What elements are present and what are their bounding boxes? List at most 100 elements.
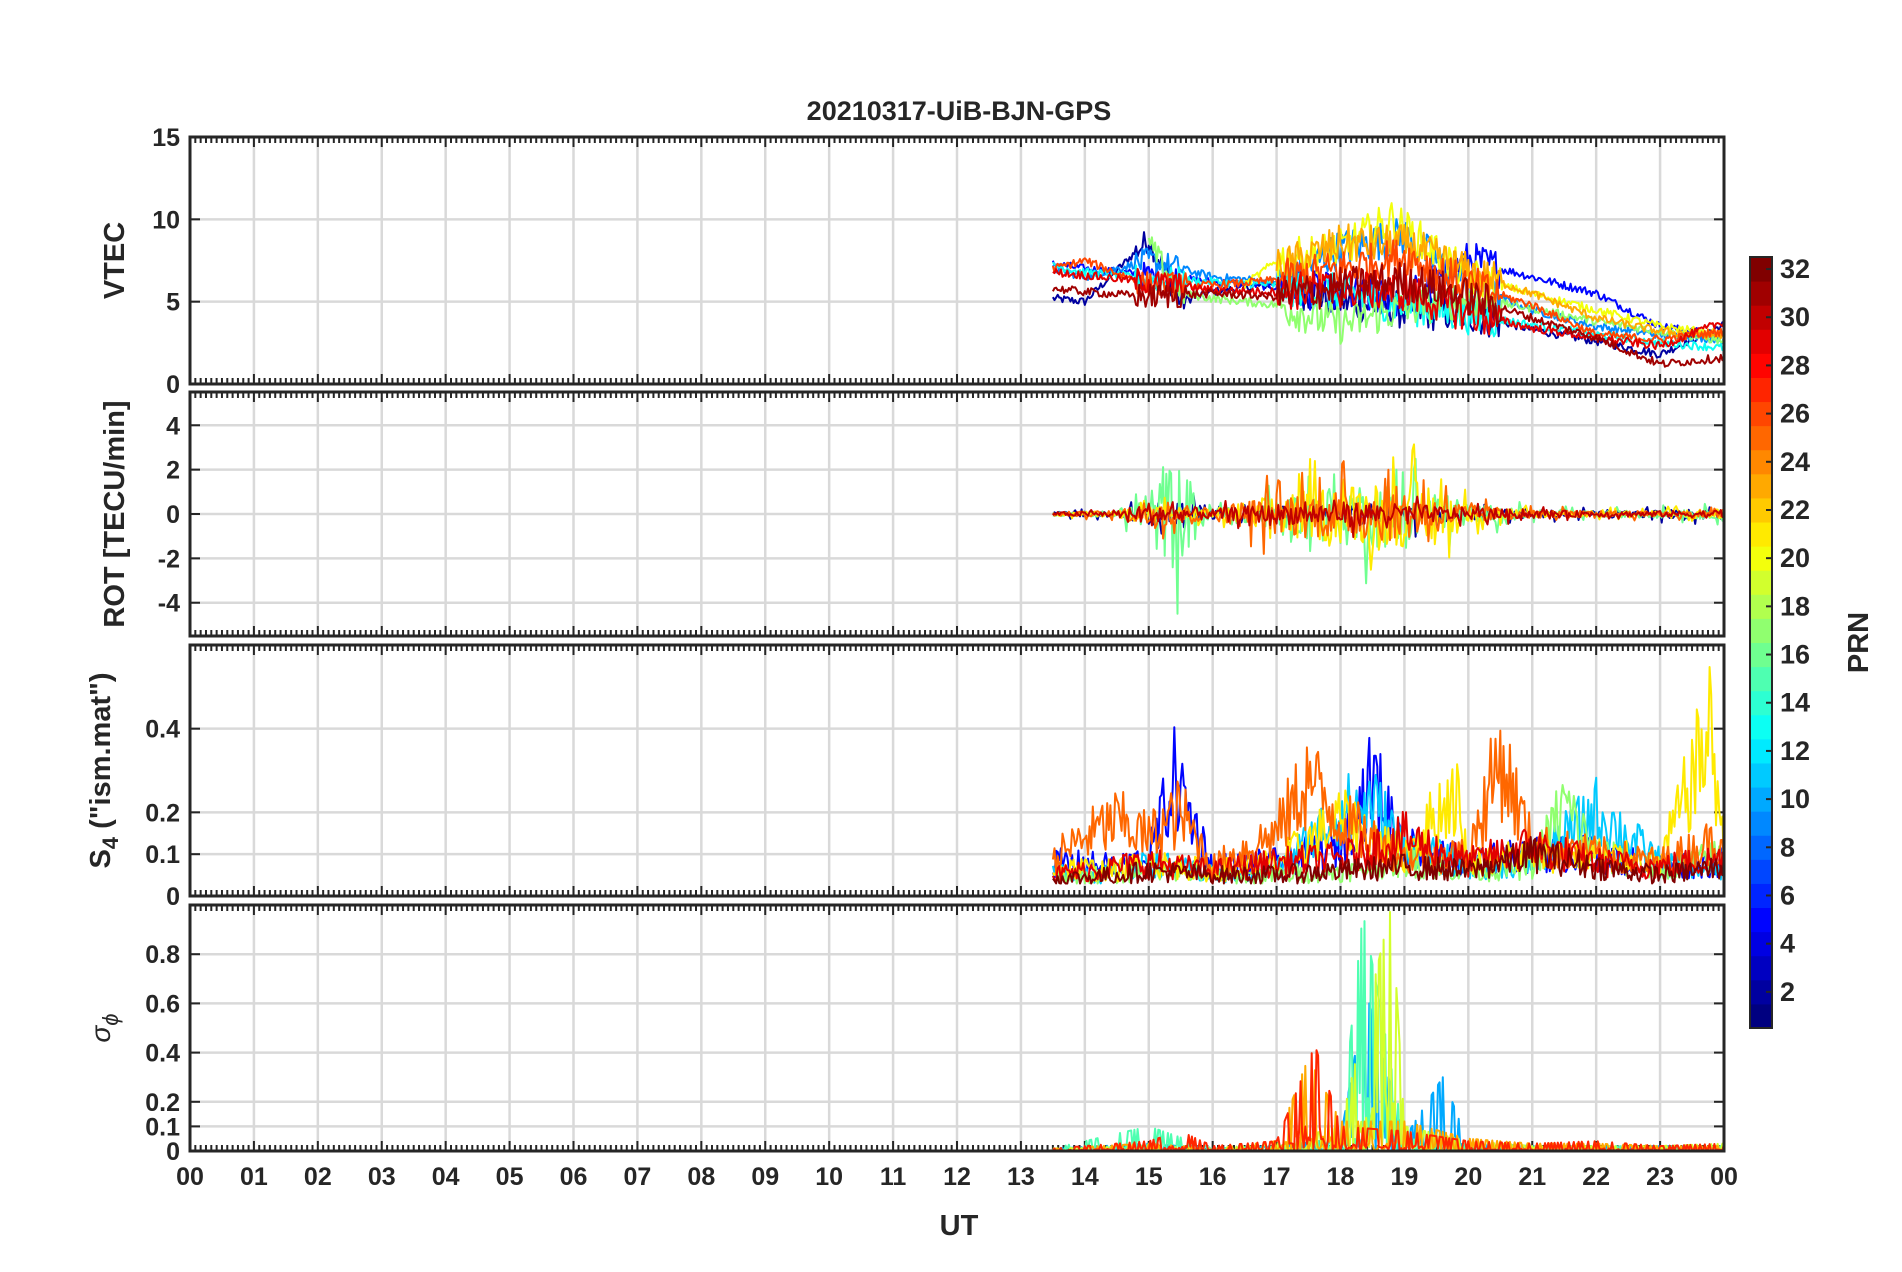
x-tick-label: 20 bbox=[1454, 1163, 1482, 1191]
colorbar-segment bbox=[1750, 449, 1772, 475]
series-line-prn-32 bbox=[1052, 836, 1724, 885]
colorbar-segment bbox=[1750, 570, 1772, 595]
colorbar-segment bbox=[1750, 1003, 1772, 1029]
colorbar-tick-label: 32 bbox=[1780, 254, 1810, 284]
x-tick-label: 13 bbox=[1007, 1163, 1035, 1191]
colorbar-segment bbox=[1750, 642, 1772, 668]
panel-rot: -4 -2 0 2 4 ROT [TECU/min] bbox=[99, 390, 1726, 638]
x-tick-label: 08 bbox=[687, 1163, 715, 1191]
series-line-prn-23 bbox=[1275, 223, 1724, 340]
colorbar-tick-label: 22 bbox=[1780, 495, 1810, 525]
x-tick-label: 12 bbox=[943, 1163, 971, 1191]
figure-title: 20210317-UiB-BJN-GPS bbox=[807, 96, 1112, 126]
colorbar-segment bbox=[1750, 811, 1772, 836]
axes-frame bbox=[188, 135, 1726, 386]
y-tick-label: 0 bbox=[166, 1138, 180, 1166]
panel-vtec: 0 5 10 15 VTEC bbox=[99, 124, 1726, 399]
colorbar-segment bbox=[1750, 425, 1772, 451]
y-tick-label: 0.8 bbox=[145, 941, 180, 969]
y-axis-label-vtec: VTEC bbox=[99, 222, 131, 299]
y-tick-label: 0 bbox=[166, 501, 180, 529]
colorbar-segment bbox=[1750, 281, 1772, 306]
x-tick-label: 17 bbox=[1263, 1163, 1291, 1191]
colorbar-segment bbox=[1750, 738, 1772, 764]
colorbar-segment bbox=[1750, 690, 1772, 716]
y-tick-label: 0.4 bbox=[145, 716, 180, 744]
colorbar-segment bbox=[1750, 305, 1772, 330]
series-line-prn-29 bbox=[1052, 267, 1724, 351]
x-tick-label: 00 bbox=[1710, 1163, 1738, 1191]
colorbar-segment bbox=[1750, 594, 1772, 619]
colorbar-tick-label: 12 bbox=[1780, 736, 1810, 766]
colorbar-tick-label: 28 bbox=[1780, 350, 1810, 380]
colorbar-segment bbox=[1750, 714, 1772, 740]
colorbar-segment bbox=[1750, 979, 1772, 1005]
colorbar-segment bbox=[1750, 401, 1772, 427]
x-tick-label: 10 bbox=[815, 1163, 843, 1191]
colorbar-frame bbox=[1749, 256, 1773, 1029]
x-tick-label: 03 bbox=[368, 1163, 396, 1191]
x-tick-label: 15 bbox=[1135, 1163, 1163, 1191]
colorbar-segment bbox=[1750, 955, 1772, 981]
x-tick-label: 07 bbox=[624, 1163, 652, 1191]
y-tick-label: 0.6 bbox=[145, 990, 180, 1018]
colorbar-tick-label: 2 bbox=[1780, 977, 1795, 1007]
colorbar-label: PRN bbox=[1843, 612, 1875, 673]
y-tick-label: -2 bbox=[158, 545, 180, 573]
colorbar-segment bbox=[1750, 522, 1772, 547]
x-tick-label: 22 bbox=[1582, 1163, 1610, 1191]
x-tick-label: 00 bbox=[176, 1163, 204, 1191]
panel-sigma_phi: 00.10.2 0.4 0.6 0.8 σϕ bbox=[85, 903, 1726, 1166]
x-tick-label: 23 bbox=[1646, 1163, 1674, 1191]
colorbar-tick-label: 8 bbox=[1780, 832, 1795, 862]
colorbar-segment bbox=[1750, 473, 1772, 499]
x-axis-label: UT bbox=[940, 1210, 979, 1242]
x-tick-label: 05 bbox=[496, 1163, 524, 1191]
colorbar-tick-label: 6 bbox=[1780, 880, 1795, 910]
series-line-prn-30 bbox=[1052, 495, 1724, 539]
colorbar-tick-label: 24 bbox=[1780, 447, 1810, 477]
colorbar-segment bbox=[1750, 546, 1772, 571]
colorbar-segment bbox=[1750, 497, 1772, 523]
axes-frame bbox=[188, 390, 1726, 638]
colorbar-tick-label: 30 bbox=[1780, 302, 1810, 332]
colorbar-segment bbox=[1750, 666, 1772, 692]
y-tick-label: 0.1 bbox=[145, 1113, 180, 1141]
colorbar-segment bbox=[1750, 859, 1772, 884]
x-tick-label: 02 bbox=[304, 1163, 332, 1191]
y-tick-label: 10 bbox=[152, 206, 180, 234]
y-tick-label: -4 bbox=[158, 590, 180, 618]
series-group bbox=[1051, 666, 1724, 885]
y-axis-label-sigma_phi: σϕ bbox=[85, 1013, 123, 1042]
x-tick-label: 19 bbox=[1391, 1163, 1419, 1191]
colorbar-segment bbox=[1750, 907, 1772, 933]
y-tick-label: 0 bbox=[166, 883, 180, 911]
y-axis-label-s4: S4 ("ism.mat") bbox=[85, 672, 123, 868]
series-group bbox=[1052, 443, 1724, 615]
colorbar-segment bbox=[1750, 377, 1772, 403]
colorbar-segment bbox=[1750, 787, 1772, 812]
axes-frame bbox=[188, 903, 1726, 1153]
series-line-prn-31 bbox=[1052, 261, 1724, 368]
colorbar-segment bbox=[1750, 618, 1772, 643]
colorbar-tick-label: 14 bbox=[1780, 688, 1810, 718]
colorbar-segment bbox=[1750, 883, 1772, 909]
y-tick-label: 0.4 bbox=[145, 1040, 180, 1068]
colorbar-segment bbox=[1750, 762, 1772, 788]
colorbar-tick-label: 18 bbox=[1780, 591, 1810, 621]
x-tick-label: 16 bbox=[1199, 1163, 1227, 1191]
y-tick-label: 2 bbox=[166, 457, 180, 485]
x-tick-label: 18 bbox=[1327, 1163, 1355, 1191]
series-line-prn-29 bbox=[1051, 810, 1724, 883]
colorbar-tick-label: 26 bbox=[1780, 399, 1810, 429]
axes-frame bbox=[188, 643, 1726, 898]
x-tick-label: 04 bbox=[432, 1163, 460, 1191]
x-tick-label: 09 bbox=[751, 1163, 779, 1191]
x-tick-label: 11 bbox=[880, 1163, 907, 1191]
series-group bbox=[1051, 202, 1724, 368]
x-tick-label: 06 bbox=[560, 1163, 588, 1191]
colorbar-tick-label: 10 bbox=[1780, 784, 1810, 814]
